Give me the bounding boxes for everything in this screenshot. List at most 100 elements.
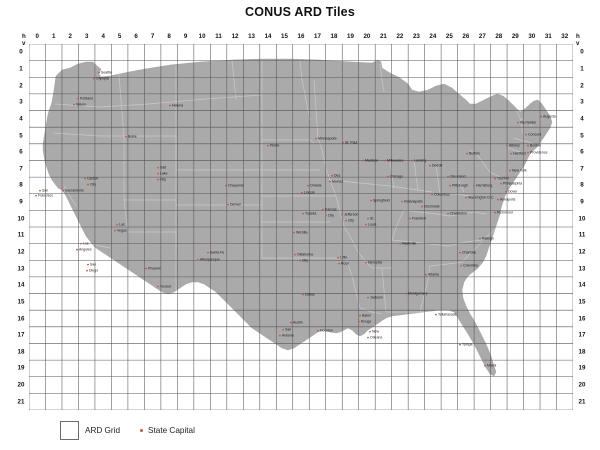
city-label: Indianapolis [404,200,423,204]
axis-h-tick-26: 26 [462,33,470,40]
ard-grid-map[interactable]: Seattle Olympia Portland Salem Helena Boise Ca… [29,44,573,410]
city-montpelier: Montpelier [517,121,537,125]
state-border-3 [117,63,125,137]
city-label: Carson [87,177,98,181]
city-charlotte: Charlotte [459,251,476,255]
axis-v-tick-r-14: 14 [578,281,586,289]
axis-h-label-top-left: h [22,33,26,40]
axis-h-tick-32: 32 [561,33,569,40]
state-capital-icon [73,103,75,106]
city-houston: Houston [317,329,333,333]
city-boston: Boston [527,144,541,148]
city-label: Boise [128,135,137,139]
city-lincoln: Lincoln [301,191,315,195]
city-little: Little [337,256,347,260]
axis-h-tick-23: 23 [412,33,420,40]
city-label: City [348,219,354,223]
city-denver: Denver [227,203,242,207]
state-capital-icon [473,184,475,187]
state-capital-icon [207,251,209,254]
city-helena: Helena [169,104,183,108]
axis-h-tick-4: 4 [101,33,105,40]
state-capital-icon [459,343,461,346]
city-label: Charleston [450,212,467,216]
axis-v-tick-l-10: 10 [17,215,25,223]
state-capital-icon [387,175,389,178]
axis-h-tick-25: 25 [445,33,453,40]
city-label: Richmond [497,211,513,215]
axis-v-tick-l-1: 1 [19,65,23,73]
axis-v-tick-l-9: 9 [19,198,23,206]
city-salt: Salt [157,166,166,170]
city-label: Harrisburg [476,184,492,188]
axis-v-tick-l-11: 11 [17,231,25,239]
state-border-22 [343,225,359,253]
city-san: San [39,189,48,193]
state-capital-icon [362,159,364,162]
state-border-24 [345,257,361,309]
axis-v-tick-l-14: 14 [17,281,25,289]
city-label: Annapolis [500,198,516,202]
state-capital-icon [302,212,304,215]
axis-h-tick-30: 30 [528,33,536,40]
city-philadelphia: Philadelphia [500,182,522,186]
city-label: Diego [89,269,98,273]
state-capital-icon [431,193,433,196]
city-label: City [328,214,334,218]
axis-v-tick-l-15: 15 [17,298,25,306]
state-capital-icon [87,263,89,266]
axis-v-tick-l-19: 19 [17,364,25,372]
axis-vertical-right: 0 1 2 3 4 5 6 7 8 9 10 11 12 13 14 15 16 17 18 19 20 21 [575,44,589,410]
state-capital-icon [341,213,343,216]
state-capital-icon [370,199,372,202]
state-capital-icon [279,334,281,337]
axis-h-tick-10: 10 [198,33,206,40]
city-label: Trenton [497,177,509,181]
state-capital-icon [447,175,449,178]
state-capital-icon [293,231,295,234]
axis-v-tick-r-3: 3 [580,98,584,106]
page-title: CONUS ARD Tiles [245,5,355,19]
axis-h-tick-9: 9 [183,33,188,40]
state-capital-icon [331,174,333,177]
city-frankfort: Frankfort [409,217,426,221]
city-label: Baton [362,314,371,318]
city-phoenix: Phoenix [145,267,161,271]
axis-v-tick-l-0: 0 [19,48,23,56]
state-capital-icon [338,262,340,265]
state-border-34 [481,227,497,241]
city-label: Lake [160,172,168,176]
city-olympia: Olympia [93,77,109,81]
state-capital-icon [494,211,496,214]
city-topeka: Topeka [302,212,316,216]
city-city: City [157,178,166,182]
state-capital-icon [367,296,369,299]
city-rouge: Rouge [358,320,371,324]
state-capital-icon [429,164,431,167]
city-label: Denver [230,203,242,207]
city-label: Columbus [434,193,450,197]
city-label: Cleveland [450,175,466,179]
state-border-21 [335,195,345,227]
axis-h-tick-22: 22 [396,33,404,40]
state-border-33 [447,239,483,247]
city-label: Houston [320,329,333,333]
city-city: City [87,183,96,187]
axis-v-tick-r-2: 2 [580,82,584,90]
axis-v-tick-l-8: 8 [19,181,23,189]
city-providence: Providence [527,151,548,155]
axis-v-tick-r-20: 20 [578,381,586,389]
city-annapolis: Annapolis [497,198,516,202]
axis-h-tick-15: 15 [281,33,288,40]
city-label: Phoenix [148,267,161,271]
city-vegas: Vegas [114,229,127,233]
state-capital-icon [301,191,303,194]
city-label: Seattle [101,71,112,75]
axis-v-tick-l-16: 16 [17,315,25,322]
city-springfield: Springfield [370,199,390,203]
city-santa-fe: Santa Fe [207,251,224,255]
state-capital-icon [527,151,529,154]
axis-v-tick-l-13: 13 [17,265,25,273]
city-detroit: Detroit [429,164,442,168]
axis-v-label-right: v [576,40,580,47]
